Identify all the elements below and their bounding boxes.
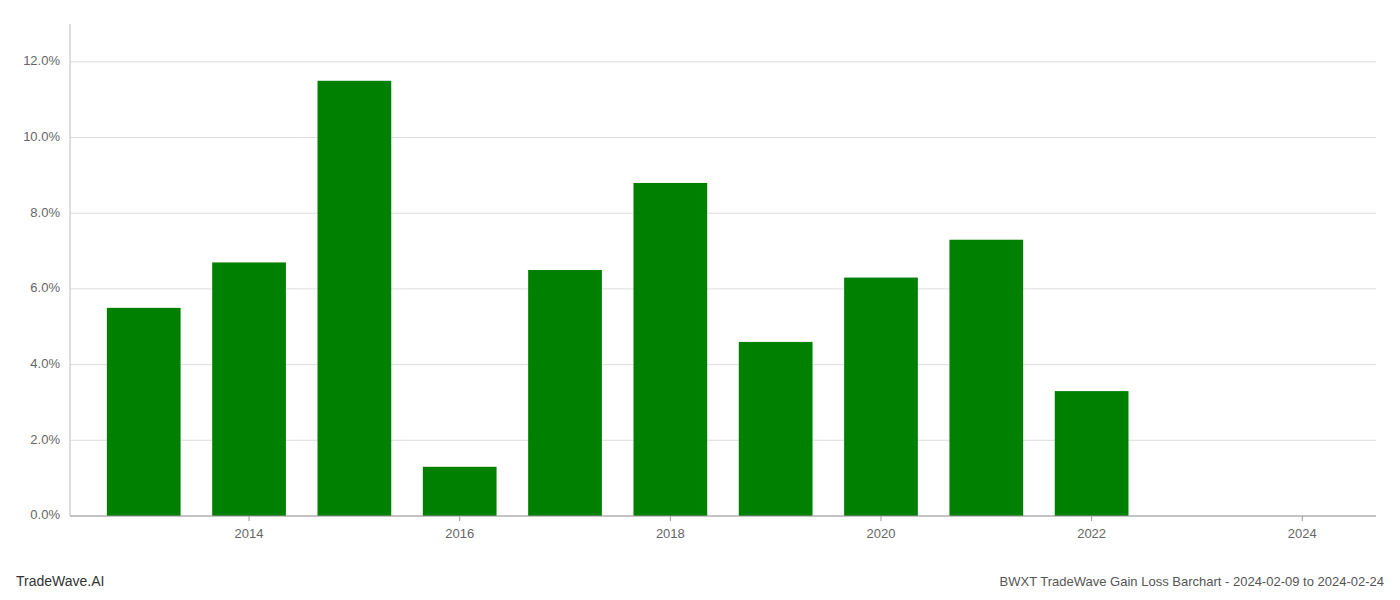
- x-tick: [459, 516, 460, 521]
- watermark: TradeWave.AI: [16, 573, 104, 589]
- x-tick: [1091, 516, 1092, 521]
- grid: [70, 62, 1376, 516]
- y-axis-line: [70, 24, 71, 516]
- y-tick-label: 0.0%: [30, 507, 60, 522]
- y-tick-label: 2.0%: [30, 432, 60, 447]
- x-tick-label: 2024: [1288, 526, 1317, 541]
- bar: [528, 270, 602, 516]
- y-tick-label: 8.0%: [30, 205, 60, 220]
- x-tick: [880, 516, 881, 521]
- bar: [844, 278, 918, 516]
- y-axis: 0.0% 2.0% 4.0% 6.0% 8.0% 10.0% 12.0%: [23, 24, 70, 522]
- x-tick-label: 2020: [867, 526, 896, 541]
- bar: [739, 342, 813, 516]
- y-tick-label: 6.0%: [30, 280, 60, 295]
- x-axis-line: [70, 516, 1376, 517]
- bar: [633, 183, 707, 516]
- x-tick: [1302, 516, 1303, 521]
- x-tick: [670, 516, 671, 521]
- bars: [107, 81, 1129, 516]
- y-tick-label: 4.0%: [30, 356, 60, 371]
- bar: [949, 240, 1023, 516]
- x-tick-label: 2016: [445, 526, 474, 541]
- bar: [318, 81, 392, 516]
- chart-svg: 0.0%2.0%4.0%6.0%8.0%10.0%12.0%2014201620…: [0, 0, 1400, 600]
- grid-line: [70, 213, 1376, 214]
- x-axis: 2014 2016 2018 2020 2022 2024: [70, 516, 1376, 541]
- chart-container: 0.0%2.0%4.0%6.0%8.0%10.0%12.0%2014201620…: [0, 0, 1400, 600]
- x-tick-label: 2022: [1077, 526, 1106, 541]
- x-tick: [249, 516, 250, 521]
- bar: [1055, 391, 1129, 516]
- x-tick-label: 2018: [656, 526, 685, 541]
- x-tick-label: 2014: [235, 526, 264, 541]
- chart-title: BWXT TradeWave Gain Loss Barchart - 2024…: [1000, 574, 1384, 589]
- bar: [423, 467, 497, 516]
- bar: [107, 308, 181, 516]
- bar: [212, 262, 286, 516]
- grid-line: [70, 61, 1376, 62]
- y-tick-label: 12.0%: [23, 53, 60, 68]
- grid-line: [70, 137, 1376, 138]
- y-tick-label: 10.0%: [23, 129, 60, 144]
- grid-line: [70, 516, 1376, 517]
